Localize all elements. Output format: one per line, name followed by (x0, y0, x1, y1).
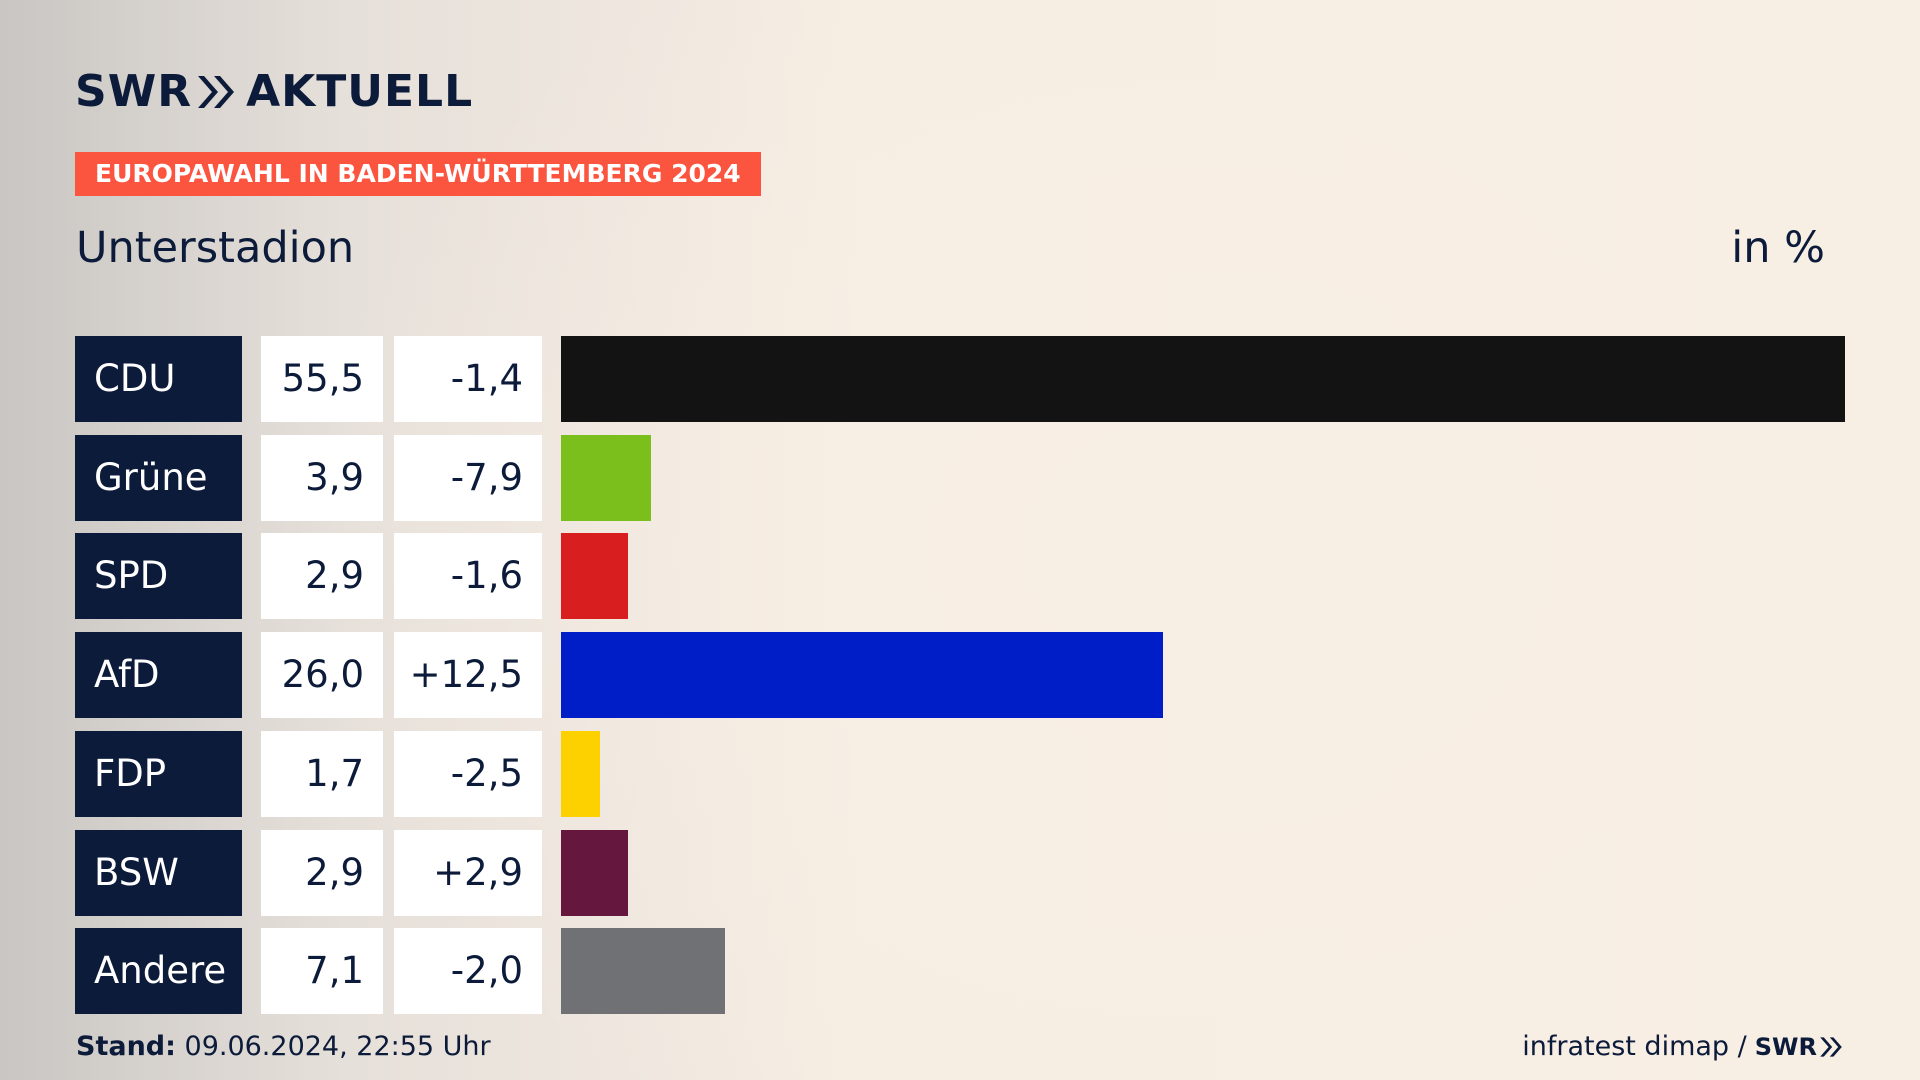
footer-timestamp: Stand: 09.06.2024, 22:55 Uhr (76, 1030, 491, 1064)
vote-change-value: -7,9 (394, 435, 542, 521)
party-label: Andere (75, 928, 242, 1014)
swr-aktuell-logo: SWR AKTUELL (75, 68, 473, 116)
party-label: Grüne (75, 435, 242, 521)
bar-andere (561, 928, 725, 1014)
bar-bsw (561, 830, 628, 916)
vote-change-value: -2,0 (394, 928, 542, 1014)
vote-share-value: 2,9 (261, 830, 383, 916)
bar-gr-ne (561, 435, 651, 521)
vote-share-value: 55,5 (261, 336, 383, 422)
vote-change-value: +2,9 (394, 830, 542, 916)
party-label: FDP (75, 731, 242, 817)
stand-label: Stand: (76, 1031, 176, 1062)
footer-double-chevron-icon (1820, 1037, 1842, 1057)
vote-share-value: 3,9 (261, 435, 383, 521)
municipality-title: Unterstadion (76, 223, 355, 273)
bar-fdp (561, 731, 600, 817)
party-label: SPD (75, 533, 242, 619)
footer-swr-logo: SWR (1755, 1030, 1817, 1064)
election-banner: EUROPAWAHL IN BADEN-WÜRTTEMBERG 2024 (75, 152, 761, 196)
source-text: infratest dimap / (1522, 1031, 1747, 1062)
footer-source: infratest dimap / SWR (1522, 1030, 1843, 1064)
bar-cdu (561, 336, 1845, 422)
vote-change-value: +12,5 (394, 632, 542, 718)
party-label: CDU (75, 336, 242, 422)
party-label: BSW (75, 830, 242, 916)
vote-share-value: 1,7 (261, 731, 383, 817)
vote-change-value: -1,6 (394, 533, 542, 619)
footer-swr-text: SWR (1754, 1033, 1817, 1061)
double-chevron-icon (198, 76, 235, 108)
unit-label: in % (1731, 223, 1825, 273)
party-label: AfD (75, 632, 242, 718)
vote-share-value: 26,0 (261, 632, 383, 718)
bar-afd (561, 632, 1163, 718)
bar-spd (561, 533, 628, 619)
vote-share-value: 7,1 (261, 928, 383, 1014)
vote-share-value: 2,9 (261, 533, 383, 619)
vote-change-value: -1,4 (394, 336, 542, 422)
stand-value: 09.06.2024, 22:55 Uhr (184, 1031, 491, 1062)
vote-change-value: -2,5 (394, 731, 542, 817)
logo-product: AKTUELL (246, 66, 474, 117)
logo-brand: SWR (75, 66, 193, 117)
